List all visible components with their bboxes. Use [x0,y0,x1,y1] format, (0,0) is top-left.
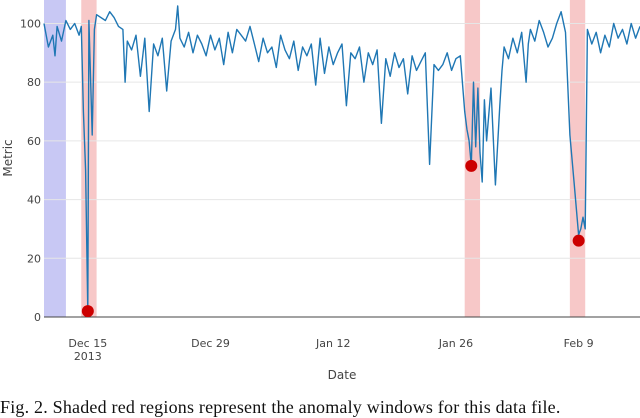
anomaly-markers [81,159,585,318]
series-line [43,5,640,312]
anomaly-window-2 [464,0,481,317]
y-tick-100: 100 [20,17,41,30]
figure-caption: Fig. 2. Shaded red regions represent the… [0,397,561,417]
y-tick-40: 40 [27,194,41,207]
y-tick-80: 80 [27,76,41,89]
y-tick-labels: 0 20 40 60 80 100 [20,17,41,324]
anomaly-point-3 [572,234,585,247]
x-tick-3: Jan 12 [315,337,350,350]
x-tick-5: Feb 9 [564,337,594,350]
y-tick-0: 0 [34,311,41,324]
x-tick-4: Jan 26 [438,337,473,350]
x-tick-1: Dec 15 [68,337,107,350]
y-tick-20: 20 [27,252,41,265]
anomaly-point-1 [81,305,94,318]
x-tick-sublabel-1: 2013 [74,350,102,363]
y-tick-60: 60 [27,135,41,148]
gridlines [44,22,640,318]
probationary-window [44,0,66,317]
x-tick-2: Dec 29 [191,337,230,350]
anomaly-point-2 [465,159,478,172]
x-axis-title: Date [328,368,357,382]
y-axis-title: Metric [1,139,15,176]
